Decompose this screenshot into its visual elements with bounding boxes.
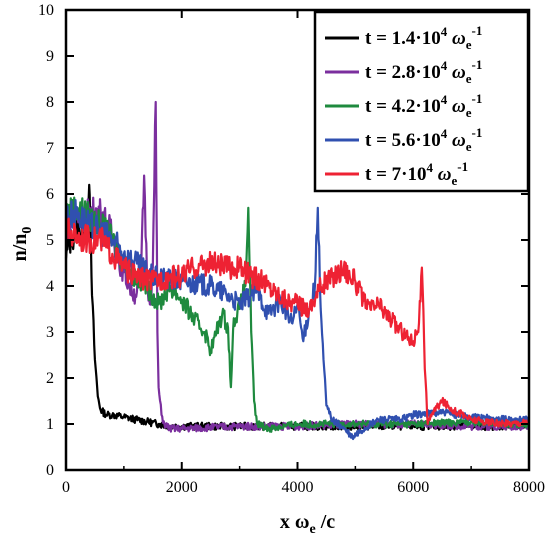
y-tick-label: 1 xyxy=(46,416,54,433)
axis-labels: x ωe /c n/n0 xyxy=(9,227,335,537)
y-tick-label: 5 xyxy=(46,232,54,249)
y-tick-label: 6 xyxy=(46,186,54,203)
legend-entry-1: t = 1.4·104 ωe-1 xyxy=(365,23,482,52)
legend-entry-3: t = 4.2·104 ωe-1 xyxy=(365,91,482,120)
series-layer xyxy=(64,100,531,441)
axis-ticks: 0 2000 4000 6000 8000 0 1 2 3 4 5 6 7 8 9 10 xyxy=(38,2,545,496)
y-tick-label: 7 xyxy=(46,140,54,157)
x-tick-label: 4000 xyxy=(282,479,314,496)
y-tick-label: 8 xyxy=(46,94,54,111)
y-tick-label: 3 xyxy=(46,324,54,341)
legend-entry-5: t = 7·104 ωe-1 xyxy=(365,159,468,188)
x-axis-label: x ωe /c xyxy=(280,511,335,537)
x-tick-label: 2000 xyxy=(166,479,198,496)
y-tick-label: 10 xyxy=(38,2,54,19)
legend-entry-2: t = 2.8·104 ωe-1 xyxy=(365,57,482,86)
legend: t = 1.4·104 ωe-1 t = 2.8·104 ωe-1 t = 4.2·… xyxy=(313,10,530,193)
legend-entry-4: t = 5.6·104 ωe-1 xyxy=(365,125,482,154)
x-tick-label: 8000 xyxy=(513,479,545,496)
y-tick-label: 0 xyxy=(46,462,54,479)
y-axis-label: n/n0 xyxy=(9,227,35,262)
legend-box xyxy=(313,10,530,193)
x-tick-label: 6000 xyxy=(397,479,429,496)
series-line-3 xyxy=(65,196,531,433)
x-tick-label: 0 xyxy=(62,479,70,496)
y-tick-label: 9 xyxy=(46,48,54,65)
y-tick-label: 4 xyxy=(46,278,54,295)
series-line-5 xyxy=(64,217,531,428)
y-tick-label: 2 xyxy=(46,370,54,387)
series-line-4 xyxy=(64,199,531,441)
